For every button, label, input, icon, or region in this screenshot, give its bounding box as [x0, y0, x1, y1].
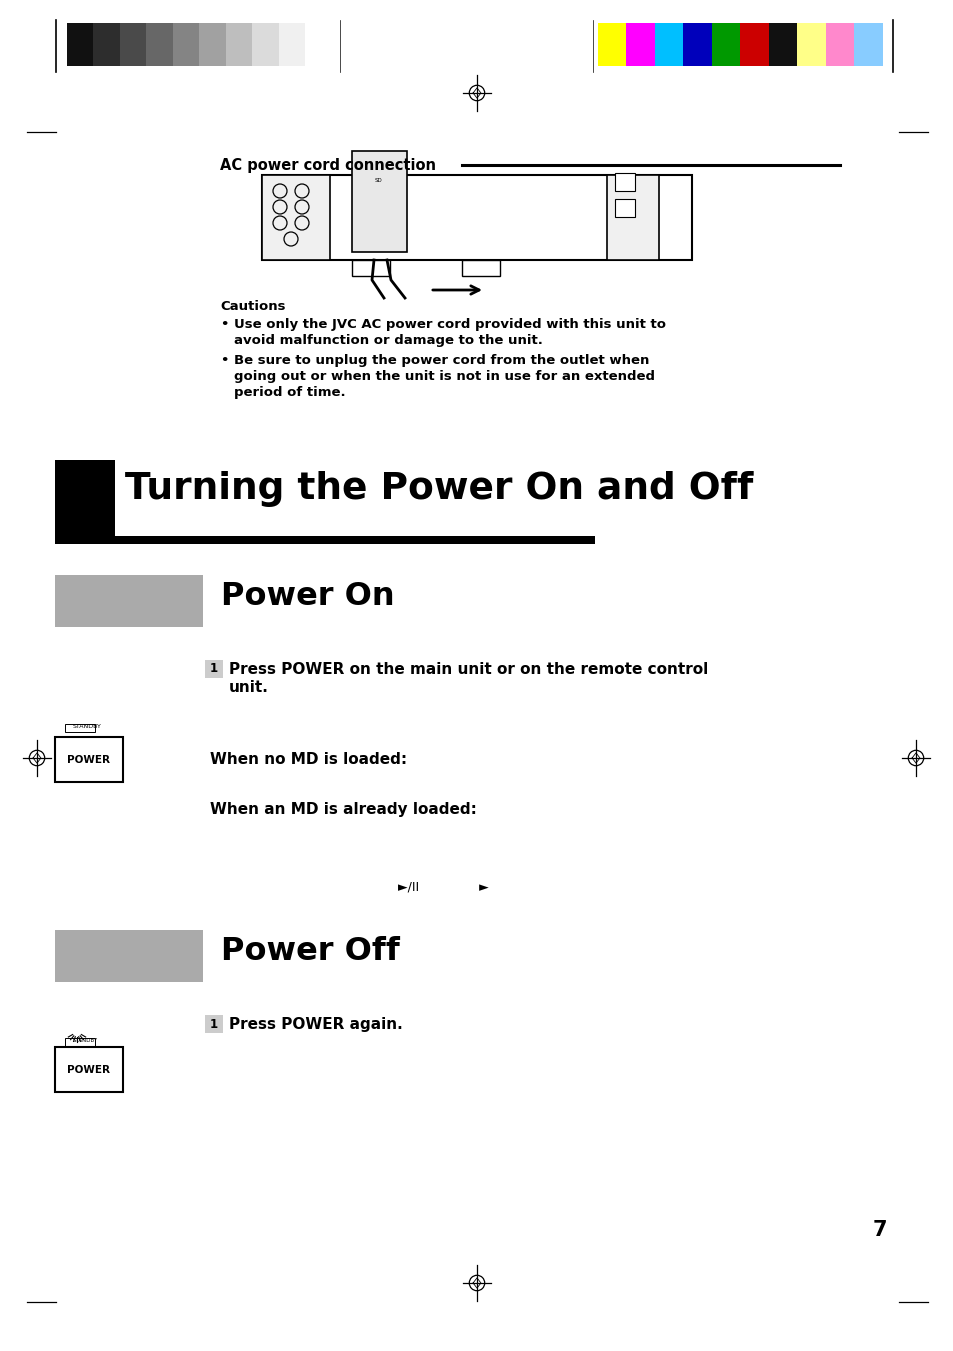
- Bar: [740, 23, 768, 66]
- Text: POWER: POWER: [68, 755, 111, 765]
- Bar: [352, 259, 390, 276]
- Bar: [768, 23, 797, 66]
- Bar: [615, 173, 635, 190]
- Text: When no MD is loaded:: When no MD is loaded:: [210, 753, 407, 767]
- Bar: [682, 23, 711, 66]
- Text: Cautions: Cautions: [220, 300, 285, 313]
- Text: avoid malfunction or damage to the unit.: avoid malfunction or damage to the unit.: [233, 334, 542, 347]
- Bar: [55, 738, 123, 782]
- Bar: [172, 23, 199, 66]
- Bar: [55, 929, 203, 982]
- Text: period of time.: period of time.: [233, 386, 345, 399]
- Bar: [854, 23, 882, 66]
- Text: Use only the JVC AC power cord provided with this unit to: Use only the JVC AC power cord provided …: [233, 317, 665, 331]
- Bar: [615, 199, 635, 218]
- Bar: [711, 23, 740, 66]
- Bar: [67, 23, 93, 66]
- Bar: [55, 459, 115, 536]
- Bar: [65, 724, 95, 732]
- Bar: [606, 176, 659, 259]
- Text: Press POWER on the main unit or on the remote control: Press POWER on the main unit or on the r…: [229, 662, 707, 677]
- Text: AC power cord connection: AC power cord connection: [220, 158, 436, 173]
- Bar: [352, 151, 407, 253]
- Text: 7: 7: [872, 1220, 886, 1240]
- Bar: [262, 176, 691, 259]
- Bar: [65, 1038, 95, 1046]
- Bar: [55, 536, 595, 544]
- Text: going out or when the unit is not in use for an extended: going out or when the unit is not in use…: [233, 370, 655, 382]
- Bar: [55, 1047, 123, 1092]
- Bar: [253, 23, 278, 66]
- Bar: [598, 23, 626, 66]
- Text: STANDBY: STANDBY: [73, 724, 102, 730]
- Text: POWER: POWER: [68, 1065, 111, 1075]
- Text: unit.: unit.: [229, 680, 269, 694]
- Text: When an MD is already loaded:: When an MD is already loaded:: [210, 802, 476, 817]
- Bar: [461, 259, 499, 276]
- Bar: [147, 23, 172, 66]
- Bar: [199, 23, 226, 66]
- Text: Be sure to unplug the power cord from the outlet when: Be sure to unplug the power cord from th…: [233, 354, 649, 367]
- Text: Power Off: Power Off: [221, 936, 399, 967]
- Bar: [797, 23, 825, 66]
- Bar: [120, 23, 147, 66]
- Text: SD: SD: [375, 178, 382, 182]
- Bar: [226, 23, 253, 66]
- Bar: [626, 23, 655, 66]
- Bar: [655, 23, 682, 66]
- Text: Power On: Power On: [221, 581, 395, 612]
- Text: Press POWER again.: Press POWER again.: [229, 1017, 402, 1032]
- Text: •: •: [220, 354, 228, 367]
- Bar: [205, 1015, 223, 1034]
- Text: STANDBY: STANDBY: [73, 1038, 98, 1043]
- Bar: [262, 176, 330, 259]
- Bar: [825, 23, 854, 66]
- Bar: [93, 23, 120, 66]
- Text: ►/II               ►: ►/II ►: [397, 880, 488, 893]
- Text: •: •: [220, 317, 228, 331]
- Text: Turning the Power On and Off: Turning the Power On and Off: [125, 471, 753, 507]
- Bar: [55, 576, 203, 627]
- Bar: [205, 661, 223, 678]
- Text: 1: 1: [210, 1017, 218, 1031]
- Bar: [278, 23, 305, 66]
- Bar: [305, 23, 332, 66]
- Text: 1: 1: [210, 662, 218, 676]
